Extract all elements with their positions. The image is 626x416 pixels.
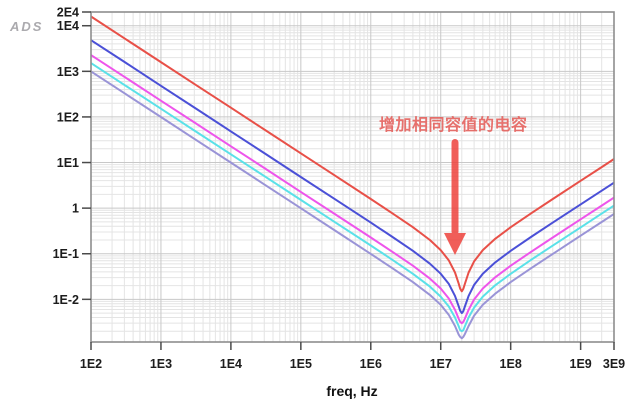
- x-tick-label: 1E2: [80, 357, 102, 371]
- y-tick-label: 1E1: [57, 156, 79, 170]
- x-axis-title: freq, Hz: [326, 383, 377, 399]
- impedance-curves: [91, 15, 614, 340]
- y-tick-label: 1E4: [57, 19, 79, 33]
- grid-minor-lines: [91, 11, 615, 342]
- x-axis-tick-labels: 1E2 1E3 1E4 1E5 1E6 1E7 1E8 1E9 3E9: [80, 357, 625, 371]
- x-tick-label: 1E8: [500, 357, 522, 371]
- annotation-arrow-icon: [444, 139, 466, 255]
- grid-major-lines: [90, 12, 614, 342]
- ads-logo: ADS: [10, 19, 44, 34]
- y-tick-label: 1E2: [57, 110, 79, 124]
- y-tick-label: 1: [72, 202, 79, 216]
- plot-border: [90, 11, 615, 343]
- y-tick-label: 1E3: [57, 65, 79, 79]
- impedance-curve-curve-3: [91, 54, 614, 325]
- y-tick-label: 1E-1: [53, 247, 79, 261]
- x-tick-label: 1E5: [290, 357, 312, 371]
- y-tick-label: 1E-2: [53, 293, 79, 307]
- annotation-text: 增加相同容值的电容: [379, 117, 528, 134]
- x-tick-label: 3E9: [603, 357, 625, 371]
- y-tick-label: 2E4: [57, 6, 79, 20]
- impedance-curve-curve-1: [91, 15, 614, 293]
- x-tick-label: 1E6: [360, 357, 382, 371]
- impedance-curve-curve-2: [91, 39, 614, 315]
- x-tick-label: 1E7: [430, 357, 452, 371]
- impedance-curve-curve-5: [91, 70, 614, 340]
- x-tick-label: 1E9: [570, 357, 592, 371]
- x-tick-label: 1E4: [220, 357, 242, 371]
- impedance-curve-curve-4: [91, 62, 614, 333]
- x-tick-label: 1E3: [150, 357, 172, 371]
- axis-ticks: [82, 11, 615, 350]
